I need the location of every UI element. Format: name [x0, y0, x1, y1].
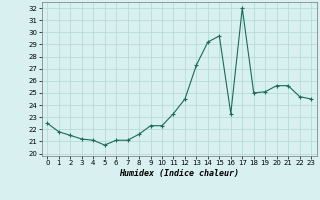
X-axis label: Humidex (Indice chaleur): Humidex (Indice chaleur) — [119, 169, 239, 178]
